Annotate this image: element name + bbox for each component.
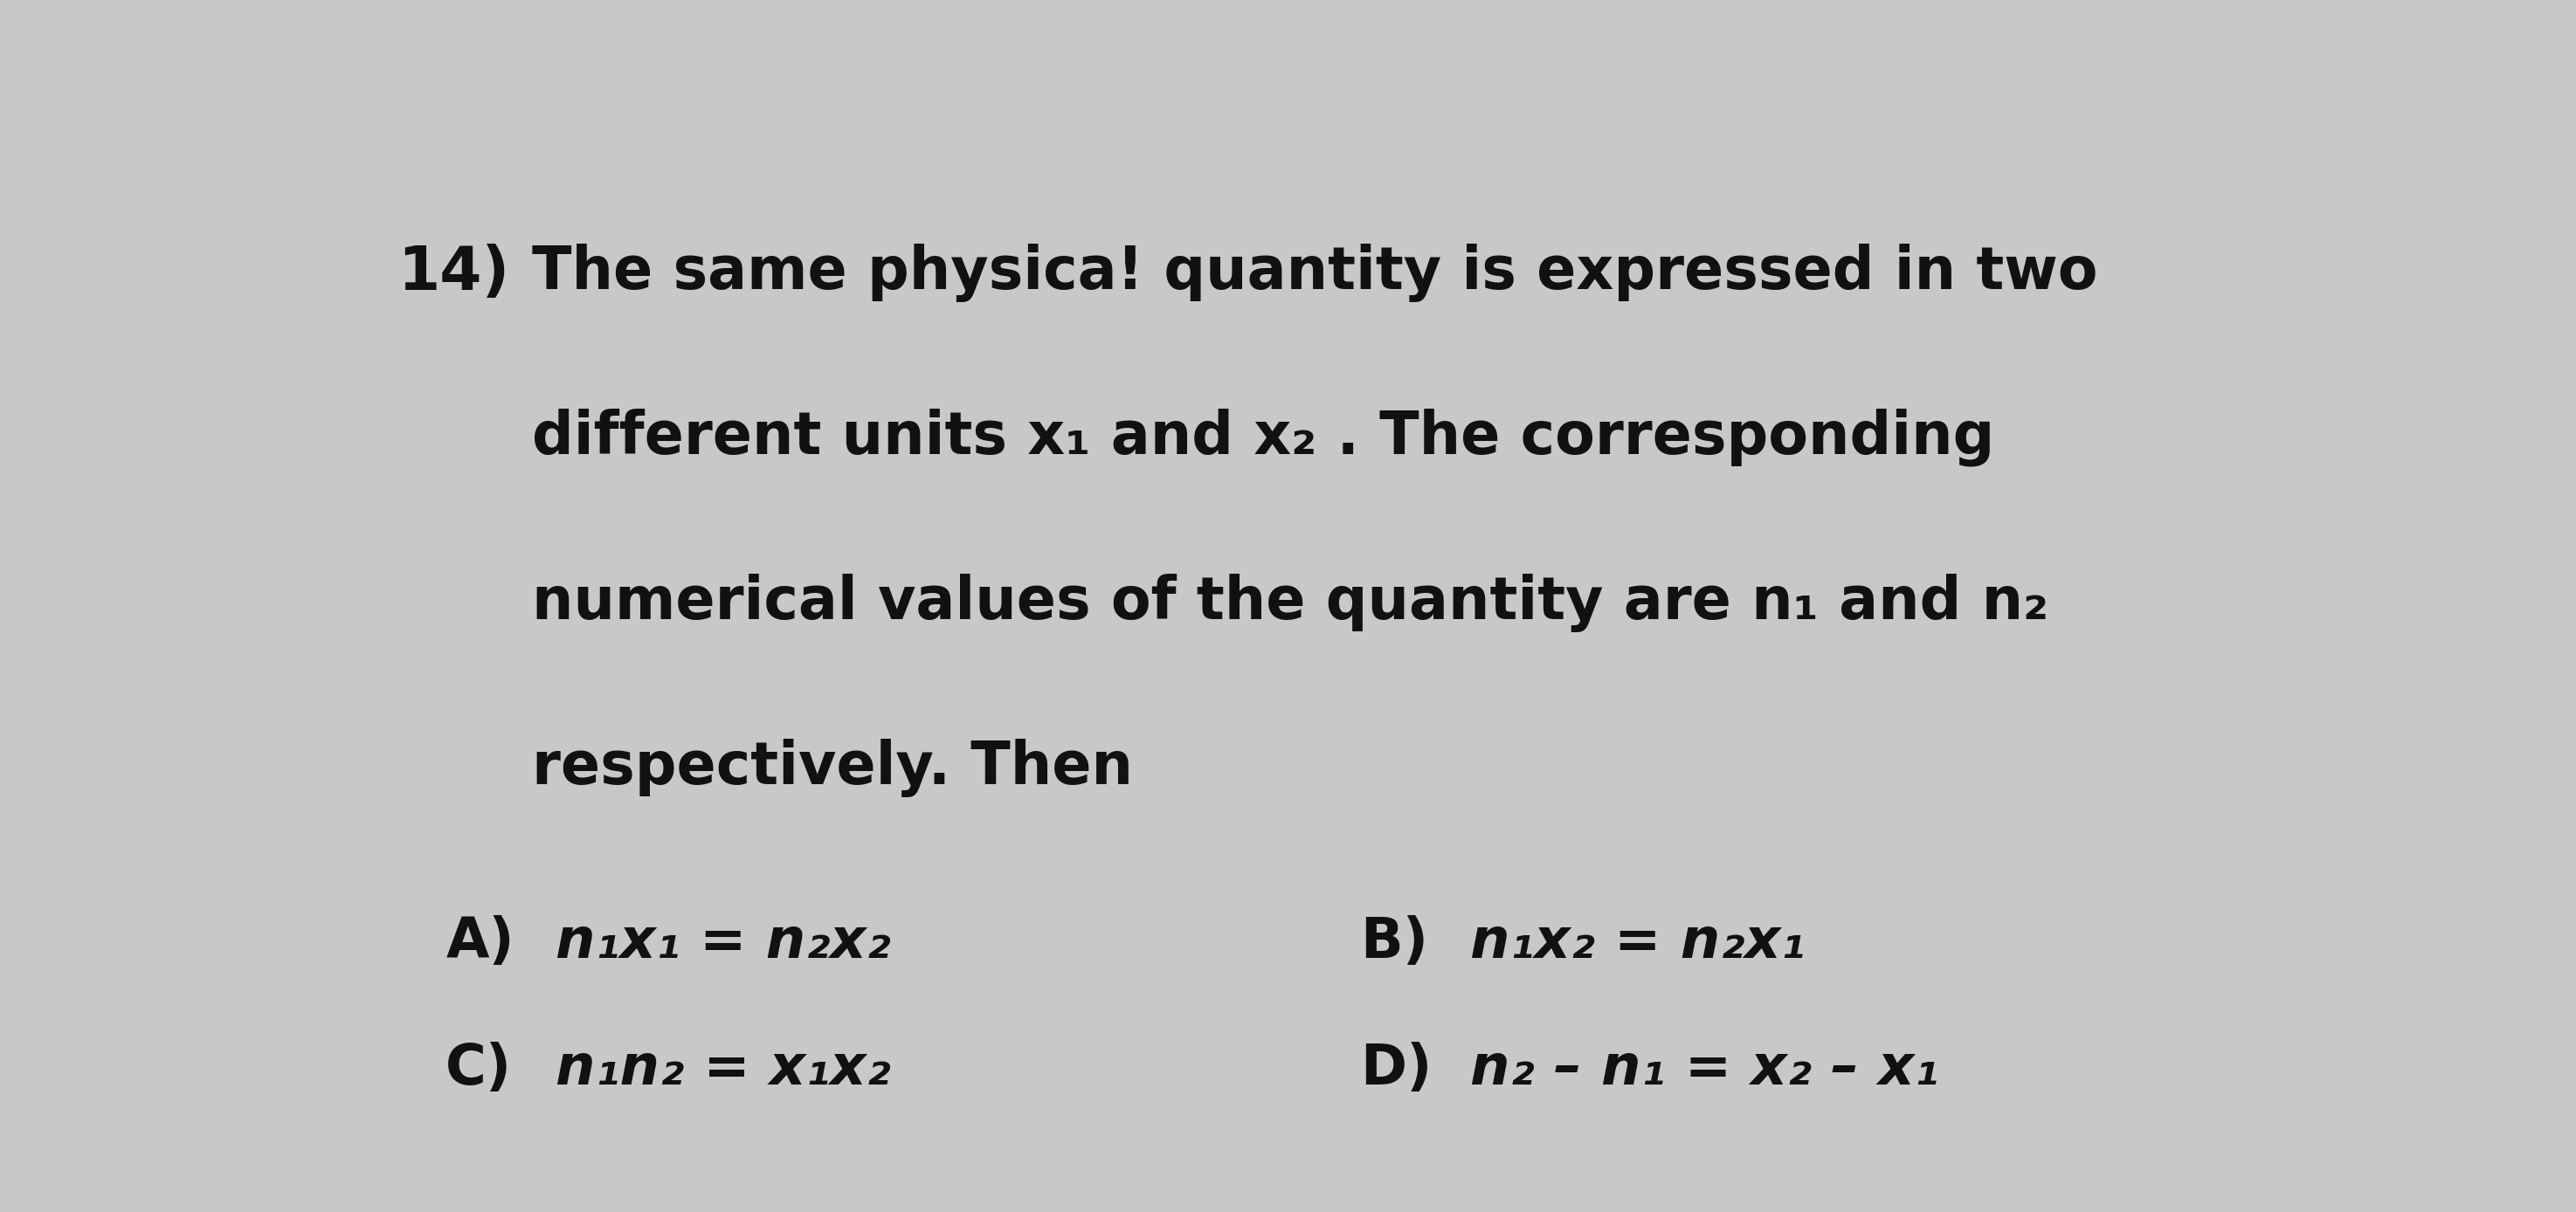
Text: 14): 14) xyxy=(397,244,510,302)
Text: n₁n₂ = x₁x₂: n₁n₂ = x₁x₂ xyxy=(556,1041,891,1096)
Text: n₂ – n₁ = x₂ – x₁: n₂ – n₁ = x₂ – x₁ xyxy=(1471,1041,1940,1096)
Text: A): A) xyxy=(446,915,515,970)
Text: n₁x₁ = n₂x₂: n₁x₁ = n₂x₂ xyxy=(556,915,891,970)
Text: different units x₁ and x₂ . The corresponding: different units x₁ and x₂ . The correspo… xyxy=(531,408,1994,467)
Text: B): B) xyxy=(1360,915,1427,970)
Text: respectively. Then: respectively. Then xyxy=(531,739,1133,797)
Text: C): C) xyxy=(446,1041,513,1096)
Text: n₁x₂ = n₂x₁: n₁x₂ = n₂x₁ xyxy=(1471,915,1806,970)
Text: D): D) xyxy=(1360,1041,1432,1096)
Text: The same physica! quantity is expressed in two: The same physica! quantity is expressed … xyxy=(531,244,2097,302)
Text: numerical values of the quantity are n₁ and n₂: numerical values of the quantity are n₁ … xyxy=(531,573,2048,633)
